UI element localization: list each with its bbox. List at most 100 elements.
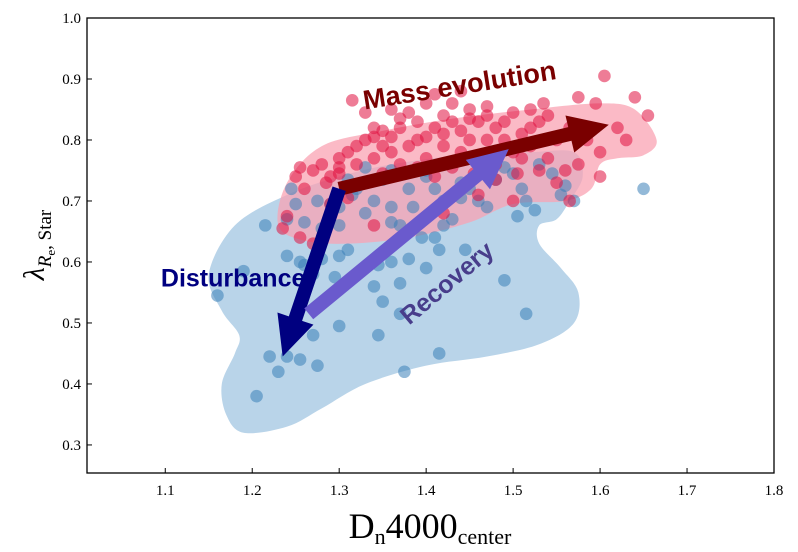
red-point (350, 158, 363, 171)
blue-point (428, 182, 442, 196)
y-axis-title-sub: R (35, 255, 56, 268)
red-point (411, 115, 424, 128)
y-tick-label: 0.4 (62, 377, 81, 393)
blue-point (285, 182, 298, 196)
x-tick-label: 1.8 (765, 483, 784, 499)
red-point (572, 158, 585, 171)
blue-point (480, 200, 494, 214)
blue-point (332, 319, 346, 333)
red-point (454, 124, 468, 138)
blue-point (402, 182, 416, 196)
red-point (367, 130, 381, 144)
red-point (367, 219, 381, 232)
y-tick-label: 0.5 (62, 316, 81, 332)
red-point (572, 90, 585, 104)
y-tick-label: 0.9 (62, 72, 81, 88)
red-point (541, 151, 555, 165)
blue-point (358, 206, 372, 220)
x-axis-title-sub2: center (458, 524, 512, 549)
y-axis-title-lambda: λ (18, 267, 51, 281)
blue-point (393, 307, 407, 321)
blue-point (258, 219, 272, 232)
blue-point (498, 273, 511, 287)
x-tick-label: 1.5 (504, 483, 523, 499)
red-point (524, 103, 537, 116)
red-point (480, 100, 494, 113)
blue-point (211, 289, 224, 302)
x-axis-title-sub: n (375, 524, 386, 549)
red-point (437, 139, 450, 153)
blue-point (511, 209, 524, 223)
red-point (506, 194, 520, 208)
blue-point (419, 261, 433, 275)
red-point (598, 69, 611, 83)
red-point (611, 121, 624, 135)
red-point (437, 109, 450, 122)
y-axis-title-rest: , Star (35, 209, 56, 250)
blue-point (298, 216, 311, 229)
red-point (593, 145, 607, 159)
red-point (563, 194, 576, 208)
blue-point (393, 277, 407, 290)
red-point (385, 103, 398, 116)
red-point (619, 133, 633, 147)
blue-point (637, 182, 650, 196)
red-point (641, 109, 655, 122)
blue-point (311, 359, 324, 372)
blue-point (515, 182, 529, 196)
y-axis-title: λRe, Star (18, 209, 58, 281)
recovery-arrow (304, 149, 509, 320)
red-point (628, 90, 642, 104)
y-tick-label: 0.3 (62, 438, 81, 454)
blue-point (385, 200, 398, 214)
trend-arrows (277, 115, 609, 357)
red-point (358, 106, 372, 119)
red-point (289, 170, 303, 183)
red-point (293, 231, 307, 244)
mass-evolution-arrow (337, 115, 609, 196)
blue-point (432, 347, 446, 360)
red-point (393, 112, 407, 125)
x-axis-title-mid: 4000 (386, 506, 458, 546)
blue-point (528, 203, 542, 217)
x-axis-title-main: D (349, 506, 375, 546)
red-point (524, 121, 537, 135)
blue-point (237, 264, 250, 278)
blue-point (328, 270, 342, 284)
red-point (445, 97, 459, 110)
red-point (298, 182, 311, 196)
red-point (332, 151, 346, 165)
y-tick-label: 1.0 (62, 11, 81, 27)
red-point (276, 222, 289, 235)
red-point (454, 84, 468, 98)
red-point (411, 133, 424, 147)
red-point (593, 170, 607, 183)
blue-point (519, 307, 533, 321)
y-tick-label: 0.8 (62, 133, 81, 149)
red-point (532, 164, 546, 177)
blue-point (250, 389, 263, 403)
red-point (558, 164, 572, 177)
red-point (367, 151, 381, 165)
plot-frame (86, 17, 775, 474)
red-point (480, 133, 494, 147)
blue-point (428, 231, 442, 244)
y-axis: 0.3 0.4 0.5 0.6 0.7 0.8 0.9 1.0 (62, 11, 92, 454)
x-tick-label: 1.7 (678, 483, 697, 499)
red-point (437, 127, 450, 141)
disturbance-arrow (277, 186, 346, 357)
red-point (393, 121, 407, 135)
blue-point (367, 280, 381, 293)
blue-point (293, 255, 307, 269)
x-tick-label: 1.6 (591, 483, 610, 499)
blue-point (376, 295, 389, 308)
red-point (463, 133, 476, 147)
x-axis-title: Dn4000center (349, 506, 512, 549)
blue-point (519, 194, 533, 208)
red-point (367, 121, 381, 135)
blue-point (458, 243, 472, 257)
blue-point (372, 328, 385, 342)
blue-point (432, 243, 446, 257)
blue-point (415, 231, 429, 244)
